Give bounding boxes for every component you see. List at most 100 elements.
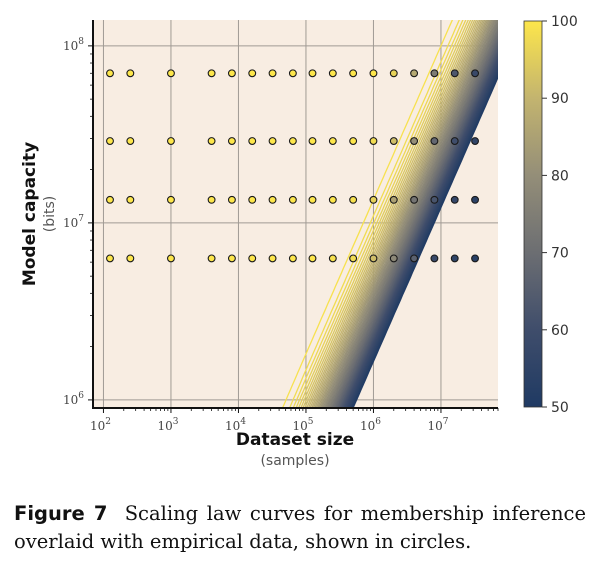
contour-line [323, 20, 495, 408]
x-tick-label: 107 [427, 417, 448, 433]
contour-line [315, 20, 487, 408]
contour-line [317, 20, 489, 408]
contour-line [334, 33, 498, 408]
contour-line [298, 20, 469, 408]
contour-line [295, 20, 467, 408]
data-point [471, 254, 480, 263]
data-point [308, 195, 317, 204]
data-point [369, 69, 378, 78]
contour-line [332, 31, 498, 408]
contour-line [300, 20, 472, 408]
data-point [268, 137, 277, 145]
data-point [167, 254, 175, 263]
y-tick-label: 108 [63, 37, 84, 53]
contour-line [347, 63, 498, 408]
contour-line [339, 45, 498, 408]
data-point [207, 195, 216, 204]
contour-line [337, 40, 498, 408]
contour-line [314, 20, 486, 408]
contour-line [289, 20, 460, 408]
contour-line [345, 59, 498, 408]
data-point [471, 137, 480, 145]
contour-line [328, 20, 498, 408]
data-point [430, 195, 439, 204]
data-point [410, 137, 419, 145]
data-point [471, 195, 480, 204]
figure-caption: Figure 7 Scaling law curves for membersh… [14, 500, 586, 556]
data-point [410, 254, 419, 263]
contour-line [292, 20, 464, 408]
contour-line [352, 75, 498, 408]
contour-line [346, 61, 498, 408]
data-point [389, 69, 398, 78]
contour-line [321, 20, 493, 408]
contour-line [331, 28, 498, 408]
colorbar-tick-label: 100 [551, 14, 578, 30]
contour-line [344, 56, 498, 408]
x-tick-label: 104 [225, 417, 246, 433]
data-point [308, 69, 317, 78]
data-point [328, 254, 337, 263]
data-point [389, 195, 398, 204]
data-point [308, 137, 317, 145]
y-tick-label: 106 [63, 391, 84, 407]
contour-line [338, 43, 498, 408]
x-axis-label: Dataset size [236, 430, 354, 450]
contour-line [311, 20, 483, 408]
data-point [328, 137, 337, 145]
data-point [207, 254, 216, 263]
data-point [450, 254, 459, 263]
data-point [471, 69, 480, 78]
scaling-law-curves [281, 20, 498, 408]
data-point [410, 195, 419, 204]
contour-line [336, 38, 498, 408]
contour-line [349, 69, 498, 408]
membership-inference-figure: 102 103 104 105 106 107 106 107 108 Dataset siz… [20, 14, 578, 469]
data-point [389, 254, 398, 263]
x-tick-label: 106 [360, 417, 381, 433]
colorbar-tick-label: 70 [551, 246, 569, 262]
data-point [106, 69, 114, 78]
data-point [288, 195, 297, 204]
data-point [227, 254, 236, 263]
contour-line [340, 47, 498, 408]
contour-line [304, 20, 476, 408]
contour-line [347, 65, 498, 408]
data-point [248, 137, 257, 145]
data-point [126, 137, 135, 145]
contour-line [319, 20, 492, 408]
contour-line [330, 25, 498, 408]
data-point [430, 137, 439, 145]
contour-line [318, 20, 490, 408]
contour-line [281, 20, 454, 408]
data-point [227, 137, 236, 145]
data-point [410, 69, 419, 78]
data-point [430, 69, 439, 78]
data-point [126, 195, 135, 204]
y-axis-label: Model capacity [20, 142, 40, 286]
caption-label: Figure 7 [14, 502, 108, 525]
data-point [288, 137, 297, 145]
colorbar-tick-label: 80 [551, 168, 569, 184]
colorbar-ticks: 50 60 70 80 90 100 [542, 14, 578, 416]
data-point [430, 254, 439, 263]
y-axis-sublabel: (bits) [42, 196, 58, 232]
contour-line [348, 67, 498, 408]
data-point [248, 254, 257, 263]
data-point [328, 195, 337, 204]
data-point [207, 137, 216, 145]
data-point [328, 69, 337, 78]
data-point [349, 254, 358, 263]
contour-line [351, 73, 498, 408]
data-point [288, 254, 297, 263]
colorbar-tick-label: 50 [551, 400, 569, 416]
contour-line [329, 23, 498, 408]
data-point [349, 195, 358, 204]
colorbar-tick-label: 60 [551, 323, 569, 339]
contour-line [322, 20, 494, 408]
contour-line [312, 20, 484, 408]
data-point [106, 137, 114, 145]
gridlines [93, 20, 498, 408]
data-point [248, 69, 257, 78]
y-tick-label: 107 [63, 214, 84, 230]
